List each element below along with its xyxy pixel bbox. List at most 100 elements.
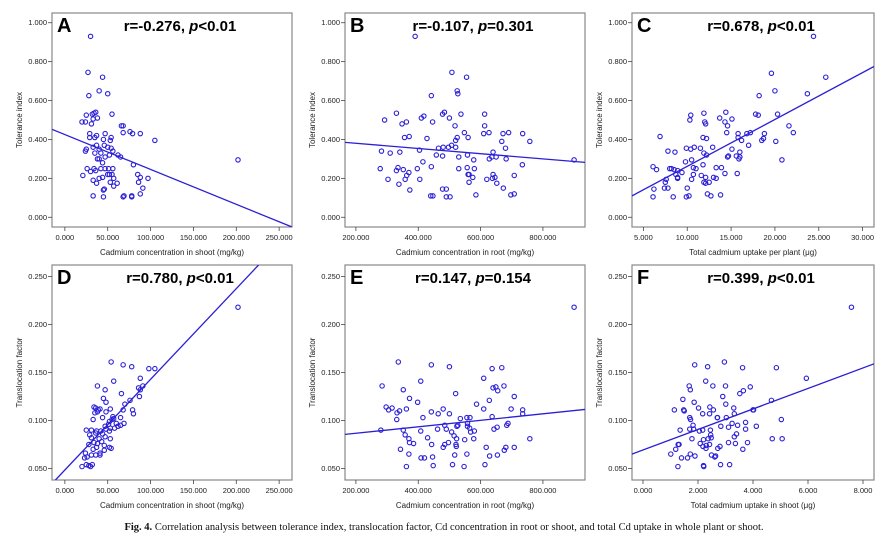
caption-label: Fig. 4.: [124, 522, 153, 533]
data-point: [671, 407, 678, 413]
x-tick-label: 400.000: [405, 233, 432, 242]
data-point: [716, 115, 723, 121]
panel-b: 0.000 0.200 0.400 0.600 0.800 1.000 200.000 400…: [308, 12, 586, 257]
data-point: [107, 406, 114, 412]
data-point: [420, 414, 426, 421]
data-point: [414, 399, 421, 406]
data-point: [130, 411, 137, 417]
data-point: [804, 90, 811, 97]
data-point: [106, 152, 113, 158]
data-point: [458, 111, 464, 117]
data-point: [527, 435, 533, 442]
y-axis-title: Translocation factor: [15, 337, 24, 407]
data-point: [461, 463, 467, 470]
data-point: [753, 423, 760, 429]
data-point: [440, 406, 446, 412]
data-point: [102, 387, 108, 393]
data-point: [703, 445, 709, 452]
data-point: [466, 171, 472, 178]
data-point: [527, 138, 533, 145]
r-value: r=0.780,: [126, 270, 186, 287]
data-point: [120, 194, 126, 200]
plot-area: [345, 33, 585, 200]
x-tick-label: 800.000: [529, 233, 556, 242]
data-point: [466, 179, 472, 186]
data-point: [701, 463, 707, 470]
data-point: [443, 426, 450, 432]
data-point: [486, 397, 493, 404]
data-point: [83, 112, 90, 118]
data-point: [467, 414, 473, 421]
data-point: [449, 461, 456, 468]
x-tick-label: 200.000: [342, 233, 369, 242]
data-point: [80, 172, 86, 179]
data-point: [400, 427, 407, 433]
x-tick-label: 150.000: [180, 233, 207, 242]
data-point: [454, 88, 460, 94]
data-point: [99, 174, 106, 181]
data-point: [734, 170, 740, 177]
y-tick-label: 0.050: [321, 464, 340, 473]
data-point: [400, 166, 407, 173]
data-point: [103, 409, 109, 415]
r-value: r=-0.276,: [124, 18, 189, 35]
data-point: [412, 33, 418, 40]
data-point: [110, 175, 117, 182]
data-point: [494, 452, 501, 458]
data-point: [712, 453, 719, 459]
data-point: [97, 452, 103, 458]
y-tick-label: 0.400: [608, 135, 627, 144]
data-point: [470, 157, 477, 163]
data-point: [452, 137, 459, 144]
data-point: [455, 422, 461, 429]
data-point: [706, 411, 713, 417]
data-point: [724, 154, 731, 160]
data-point: [511, 393, 517, 400]
data-point: [688, 176, 695, 183]
y-tick-label: 0.800: [28, 57, 47, 66]
data-point: [110, 165, 116, 172]
data-point: [400, 387, 407, 393]
regression-line: [345, 408, 585, 436]
x-tick-label: 0.000: [634, 486, 653, 495]
data-point: [723, 414, 730, 421]
data-point: [500, 185, 507, 191]
data-point: [137, 191, 144, 197]
data-point: [725, 153, 732, 159]
data-point: [702, 121, 709, 127]
data-point: [90, 144, 96, 150]
data-point: [773, 364, 780, 371]
data-point: [79, 463, 85, 470]
data-point: [740, 387, 747, 394]
data-point: [397, 446, 404, 453]
data-point: [428, 409, 435, 415]
data-point: [710, 383, 716, 389]
data-point: [503, 156, 509, 162]
data-point: [773, 138, 779, 145]
x-tick-label: 50.000: [96, 486, 119, 495]
data-point: [810, 33, 817, 40]
data-point: [129, 130, 136, 137]
data-point: [137, 130, 144, 137]
data-point: [725, 424, 732, 430]
data-point: [406, 451, 412, 457]
data-point: [443, 194, 450, 200]
data-point: [702, 180, 709, 186]
data-point: [145, 175, 151, 182]
data-point: [772, 88, 778, 94]
r-value: r=0.147,: [415, 270, 475, 287]
data-point: [511, 191, 517, 197]
data-point: [82, 148, 89, 154]
data-point: [698, 172, 705, 179]
data-point: [790, 129, 797, 136]
data-point: [709, 144, 716, 150]
data-point: [489, 413, 495, 420]
data-point: [100, 395, 107, 402]
panel-letter: C: [637, 15, 651, 37]
data-point: [737, 390, 743, 397]
data-point: [102, 130, 108, 137]
data-point: [508, 192, 514, 198]
data-point: [104, 90, 111, 97]
data-point: [744, 130, 750, 137]
data-point: [90, 193, 96, 199]
